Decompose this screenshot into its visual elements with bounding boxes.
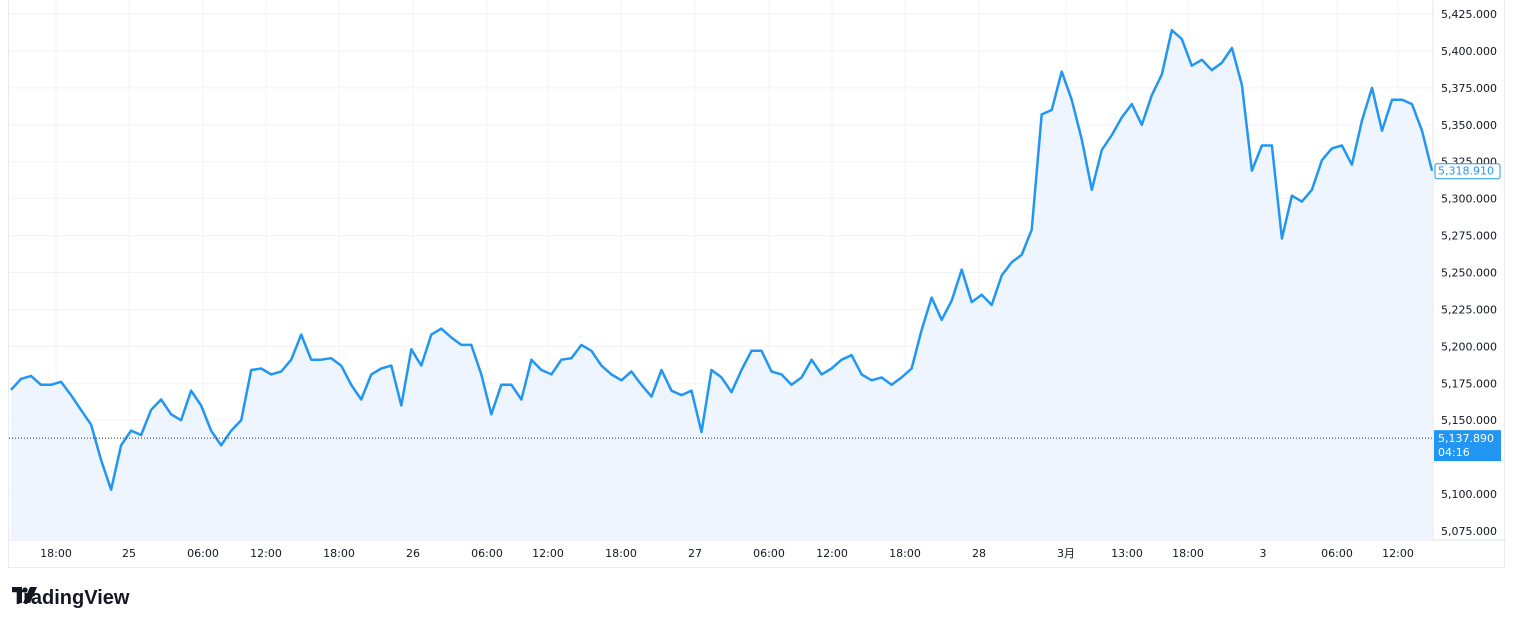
x-tick-label: 06:00 (187, 547, 219, 560)
x-tick-label: 18:00 (323, 547, 355, 560)
y-tick-label: 5,250.000 (1441, 267, 1497, 280)
x-tick-label: 3月 (1057, 547, 1075, 560)
y-tick-label: 5,375.000 (1441, 82, 1497, 95)
y-tick-label: 5,200.000 (1441, 340, 1497, 353)
tradingview-logo-icon (12, 587, 37, 603)
last-price-label: 5,318.910 (1438, 165, 1494, 178)
x-tick-label: 25 (122, 547, 136, 560)
y-tick-label: 5,175.000 (1441, 377, 1497, 390)
x-tick-label: 12:00 (1382, 547, 1414, 560)
y-tick-label: 5,275.000 (1441, 230, 1497, 243)
x-tick-label: 06:00 (753, 547, 785, 560)
tradingview-logo[interactable]: TradingView (12, 587, 129, 610)
y-tick-label: 5,100.000 (1441, 488, 1497, 501)
reference-price-badge (1434, 430, 1501, 462)
x-tick-label: 18:00 (1172, 547, 1204, 560)
countdown-label: 04:16 (1438, 446, 1470, 459)
x-tick-label: 12:00 (816, 547, 848, 560)
area-fill (11, 30, 1432, 540)
x-tick-label: 18:00 (605, 547, 637, 560)
x-tick-label: 26 (406, 547, 420, 560)
chart-container[interactable]: 5,425.000 5,400.000 5,375.000 5,350.000 5,32… (8, 0, 1506, 568)
x-tick-label: 3 (1260, 547, 1267, 560)
x-tick-label: 06:00 (1321, 547, 1353, 560)
x-tick-label: 13:00 (1111, 547, 1143, 560)
y-tick-label: 5,350.000 (1441, 119, 1497, 132)
y-tick-label: 5,300.000 (1441, 193, 1497, 206)
x-tick-label: 12:00 (250, 547, 282, 560)
last-price-badge (1434, 163, 1501, 180)
x-tick-label: 12:00 (532, 547, 564, 560)
x-tick-label: 27 (688, 547, 702, 560)
logo-text: TradingView (12, 587, 130, 609)
x-tick-label: 18:00 (889, 547, 921, 560)
x-tick-label: 28 (972, 547, 986, 560)
x-tick-label: 06:00 (471, 547, 503, 560)
y-tick-label: 5,400.000 (1441, 45, 1497, 58)
price-chart[interactable]: 5,425.0005,400.0005,375.0005,350.0005,32… (9, 0, 1506, 568)
y-tick-label: 5,075.000 (1441, 525, 1497, 538)
y-tick-label: 5,150.000 (1441, 414, 1497, 427)
y-tick-label: 5,425.000 (1441, 8, 1497, 21)
y-tick-label: 5,225.000 (1441, 303, 1497, 316)
x-tick-label: 18:00 (40, 547, 72, 560)
reference-price-label: 5,137.890 (1438, 432, 1494, 445)
